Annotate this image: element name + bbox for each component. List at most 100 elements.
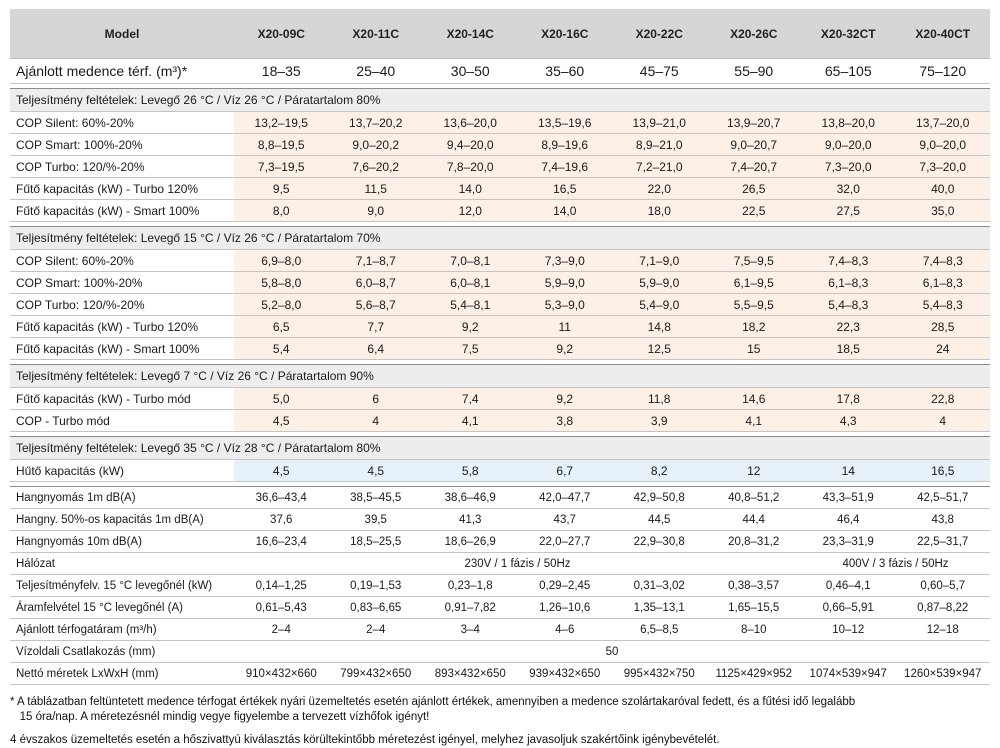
row-value: 23,3–31,9: [801, 530, 896, 553]
row-value: 5,0: [234, 387, 329, 410]
row-label: Fűtő kapacitás (kW) - Turbo 120%: [10, 177, 234, 200]
row-value: 1,26–10,6: [517, 596, 612, 619]
row-label: Teljesítményfelv. 15 °C levegőnél (kW): [10, 574, 234, 597]
row-label: Ajánlott medence térf. (m³)*: [10, 58, 234, 84]
volume-row: Ajánlott medence térf. (m³)* 18–35 25–40 30…: [10, 58, 990, 84]
row-value: 6: [328, 387, 423, 410]
row-value: 7,8–20,0: [423, 155, 518, 178]
row-value: 30–50: [423, 58, 518, 84]
row-value: 7,1–8,7: [328, 249, 423, 272]
row-value: 7,1–9,0: [612, 249, 707, 272]
row-value: 6,0–8,7: [328, 271, 423, 294]
row-value: 0,19–1,53: [328, 574, 423, 597]
row-value: 7,3–20,0: [895, 155, 990, 178]
model-name: X20-26C: [706, 9, 801, 59]
row-value: 7,5–9,5: [706, 249, 801, 272]
row-value: 0,14–1,25: [234, 574, 329, 597]
section-title: Teljesítmény feltételek: Levegő 7 °C / V…: [10, 364, 990, 388]
row-value: 35–60: [517, 58, 612, 84]
spec-row: COP Turbo: 120/%-20% 7,3–19,5 7,6–20,2 7,8–…: [10, 155, 990, 178]
row-value: 9,0: [328, 199, 423, 222]
row-value: 0,29–2,45: [517, 574, 612, 597]
row-value: 7,6–20,2: [328, 155, 423, 178]
row-value: 22,3: [801, 315, 896, 338]
row-label: Ajánlott térfogatáram (m³/h): [10, 618, 234, 641]
row-value: 11: [517, 315, 612, 338]
header-row: Model X20-09C X20-11C X20-14C X20-16C X2…: [10, 9, 990, 59]
row-value: 7,3–9,0: [517, 249, 612, 272]
spec-row: COP Smart: 100%-20% 8,8–19,5 9,0–20,2 9,4–2…: [10, 133, 990, 156]
section-header-row: Teljesítmény feltételek: Levegő 35 °C / …: [10, 436, 990, 460]
row-value: 15: [706, 337, 801, 360]
row-value: 6,1–8,3: [801, 271, 896, 294]
row-value: 39,5: [328, 508, 423, 531]
row-label: Hangnyomás 10m dB(A): [10, 530, 234, 553]
section-header-row: Teljesítmény feltételek: Levegő 7 °C / V…: [10, 364, 990, 388]
row-value: 1125×429×952: [706, 662, 801, 685]
row-value: 13,7–20,2: [328, 111, 423, 134]
row-value: 44,4: [706, 508, 801, 531]
row-value: 22,0–27,7: [517, 530, 612, 553]
spec-row: Áramfelvétel 15 °C levegőnél (A) 0,61–5,4…: [10, 596, 990, 619]
row-value: 16,5: [895, 459, 990, 482]
section-title: Teljesítmény feltételek: Levegő 35 °C / …: [10, 436, 990, 460]
row-value: 8–10: [706, 618, 801, 641]
row-value: 43,7: [517, 508, 612, 531]
row-value: 7,0–8,1: [423, 249, 518, 272]
row-value: 1074×539×947: [801, 662, 896, 685]
row-value: 22,5: [706, 199, 801, 222]
spec-row: COP Smart: 100%-20% 5,8–8,0 6,0–8,7 6,0–8,1…: [10, 271, 990, 294]
footnote-volume: * A táblázatban feltüntetett medence tér…: [10, 695, 990, 725]
row-label: COP Smart: 100%-20%: [10, 271, 234, 294]
spec-row: Fűtő kapacitás (kW) - Smart 100% 5,4 6,4 7,…: [10, 337, 990, 360]
row-value: 5,4–8,3: [895, 293, 990, 316]
row-value: 4,3: [801, 409, 896, 432]
spec-row: Hangnyomás 10m dB(A) 16,6–23,4 18,5–25,5 18…: [10, 530, 990, 553]
row-value: 16,6–23,4: [234, 530, 329, 553]
row-value: 43,8: [895, 508, 990, 531]
row-value: 12: [706, 459, 801, 482]
row-value: 4,5: [234, 459, 329, 482]
row-value: 5,5–9,5: [706, 293, 801, 316]
network-row: Hálózat 230V / 1 fázis / 50Hz 400V / 3 fáz…: [10, 552, 990, 575]
row-value: 8,0: [234, 199, 329, 222]
row-value: 4,5: [234, 409, 329, 432]
row-spacer: [10, 481, 990, 487]
row-value: 13,6–20,0: [423, 111, 518, 134]
row-value: 6,0–8,1: [423, 271, 518, 294]
row-value: 14,0: [517, 199, 612, 222]
row-value: 9,2: [517, 337, 612, 360]
row-value: 41,3: [423, 508, 518, 531]
row-value: 32,0: [801, 177, 896, 200]
spec-row: Fűtő kapacitás (kW) - Turbo 120% 9,5 11,5 1…: [10, 177, 990, 200]
footnotes: * A táblázatban feltüntetett medence tér…: [10, 695, 990, 748]
row-label: COP Smart: 100%-20%: [10, 133, 234, 156]
row-value: 18,0: [612, 199, 707, 222]
row-value: 45–75: [612, 58, 707, 84]
row-value: 18,5–25,5: [328, 530, 423, 553]
row-value: 75–120: [895, 58, 990, 84]
row-value: 43,3–51,9: [801, 486, 896, 509]
row-value: 14: [801, 459, 896, 482]
row-value: 6,1–8,3: [895, 271, 990, 294]
dimension-row: Nettó méretek LxWxH (mm) 910×432×660 799×4…: [10, 662, 990, 685]
row-label: Áramfelvétel 15 °C levegőnél (A): [10, 596, 234, 619]
row-value: 24: [895, 337, 990, 360]
row-value: 8,9–19,6: [517, 133, 612, 156]
row-value: 37,6: [234, 508, 329, 531]
spec-row: Ajánlott térfogatáram (m³/h) 2–4 2–4 3–4 4–6…: [10, 618, 990, 641]
connection-row: Vízoldali Csatlakozás (mm) 50: [10, 640, 990, 663]
row-value: 22,0: [612, 177, 707, 200]
row-value: 6,7: [517, 459, 612, 482]
row-value: 4,5: [328, 459, 423, 482]
row-value: 38,6–46,9: [423, 486, 518, 509]
row-value: 6,5: [234, 315, 329, 338]
row-value: 5,4–9,0: [612, 293, 707, 316]
row-value: 893×432×650: [423, 662, 518, 685]
footnote-volume-line2: 15 óra/nap. A méretezésnél mindig vegye …: [19, 711, 430, 723]
row-label: Hangnyomás 1m dB(A): [10, 486, 234, 509]
row-value: 0,46–4,1: [801, 574, 896, 597]
row-value: 8,2: [612, 459, 707, 482]
row-value: 4–6: [517, 618, 612, 641]
row-label: COP Silent: 60%-20%: [10, 249, 234, 272]
